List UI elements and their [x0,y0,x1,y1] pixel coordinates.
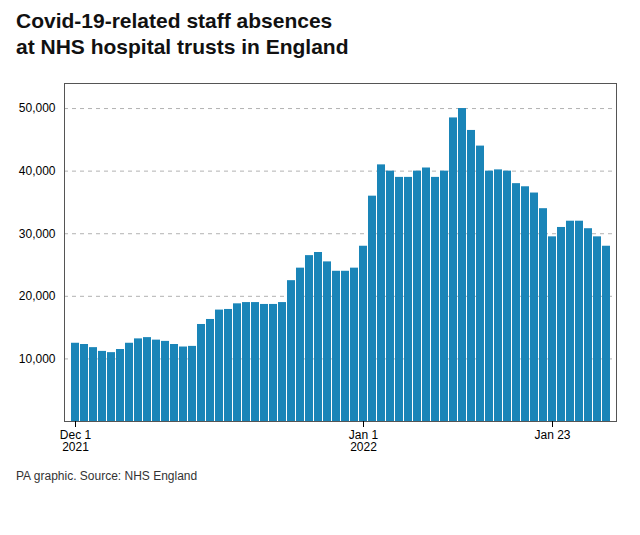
svg-text:10,000: 10,000 [19,351,56,365]
html-text:Covid-19-related staff absence: Covid-19-related staff absences at NHS h… [16,9,349,59]
svg-text:Dec 12021: Dec 12021 [60,428,92,454]
svg-text:40,000: 40,000 [19,163,56,177]
html-text:PA graphic. Source: NHS Englan: PA graphic. Source: NHS England [16,468,198,483]
svg-text:Jan 12022: Jan 12022 [349,428,379,454]
svg-text:Jan 23: Jan 23 [534,428,570,442]
svg-text:30,000: 30,000 [19,226,56,240]
svg-text:50,000: 50,000 [19,101,56,115]
svg-text:20,000: 20,000 [19,289,56,303]
